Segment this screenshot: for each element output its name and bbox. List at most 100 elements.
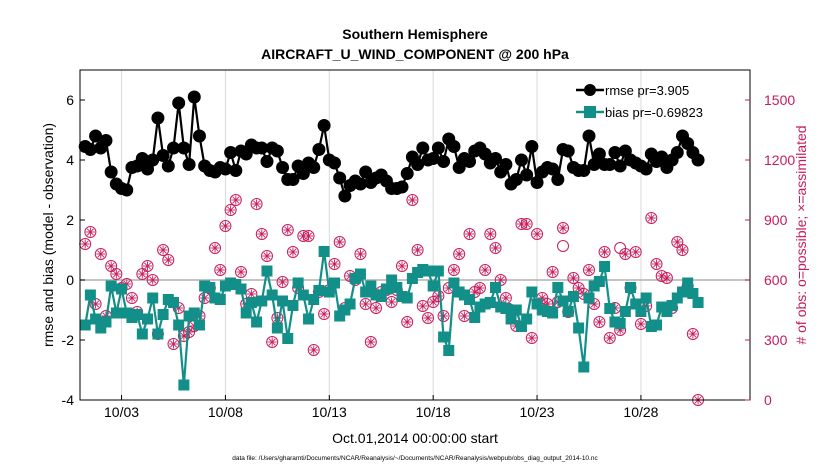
obs-circle	[489, 242, 502, 254]
bias-point	[614, 318, 626, 329]
rmse-point	[608, 146, 622, 159]
rmse-point	[286, 173, 300, 186]
obs-circle	[260, 250, 273, 262]
bias-point	[438, 331, 450, 343]
rmse-point	[317, 119, 331, 132]
obs-circle	[473, 282, 486, 294]
rmse-point	[489, 152, 503, 165]
obs-star-stroke	[232, 196, 240, 204]
obs-circle	[645, 212, 658, 224]
obs-possible-point	[557, 240, 570, 252]
obs-point	[219, 220, 232, 232]
y-tick-label-right: 0	[764, 392, 772, 408]
obs-point	[364, 336, 377, 348]
obs-circle	[582, 264, 595, 276]
rmse-point	[447, 140, 461, 153]
obs-star-stroke	[112, 270, 120, 278]
obs-circle	[401, 316, 414, 328]
rmse-point	[592, 147, 606, 161]
obs-point	[437, 310, 450, 322]
obs-star-stroke	[476, 284, 484, 292]
rmse-point	[177, 141, 191, 155]
obs-circle	[328, 258, 341, 270]
obs-star-stroke	[621, 250, 629, 258]
obs-star-stroke	[678, 246, 686, 254]
bias-point	[380, 283, 392, 295]
obs-star-stroke	[149, 276, 157, 284]
obs-star-stroke	[595, 318, 603, 326]
obs-point	[453, 248, 466, 260]
bias-point	[100, 316, 112, 328]
obs-star-stroke	[403, 318, 411, 326]
obs-point	[307, 344, 320, 356]
bias-point	[604, 303, 616, 314]
rmse-point	[587, 158, 601, 171]
bias-point	[318, 246, 330, 257]
rmse-point	[166, 141, 180, 155]
obs-star-stroke	[180, 332, 188, 340]
obs-circle	[286, 246, 299, 258]
obs-point	[141, 260, 154, 272]
rmse-point	[525, 140, 539, 153]
x-tick-label: 10/28	[623, 404, 658, 420]
bias-point	[339, 304, 351, 316]
obs-circle	[453, 248, 466, 260]
y-tick-label: 2	[66, 212, 74, 228]
bias-point	[401, 292, 413, 304]
obs-star-stroke	[216, 266, 224, 274]
rmse-point	[546, 162, 560, 176]
obs-point	[146, 274, 159, 286]
obs-point	[494, 274, 507, 286]
legend-bias-marker	[584, 106, 596, 118]
obs-point	[125, 292, 138, 304]
rmse-point	[89, 129, 103, 143]
obs-star-stroke	[492, 244, 500, 252]
bias-point	[630, 298, 642, 310]
bias-point	[505, 313, 517, 325]
x-axis-label: Oct.01,2014 00:00:00 start	[332, 430, 498, 446]
obs-circle	[447, 264, 460, 276]
obs-point	[650, 258, 663, 270]
rmse-point	[333, 171, 347, 185]
obs-star-stroke	[268, 338, 276, 346]
bias-point	[282, 333, 294, 344]
obs-circle	[167, 338, 180, 350]
rmse-point	[463, 155, 477, 168]
obs-point	[105, 260, 118, 272]
rmse-point	[182, 158, 196, 171]
obs-star-stroke	[590, 300, 598, 308]
obs-point	[157, 244, 170, 256]
bias-point	[583, 292, 595, 304]
obs-circle	[416, 300, 429, 312]
rmse-point	[218, 162, 232, 176]
obs-point	[396, 260, 409, 272]
obs-circle	[437, 310, 450, 322]
obs-point	[370, 302, 383, 314]
rmse-point	[613, 159, 627, 173]
y-axis-label: rmse and bias (model - observation)	[40, 123, 56, 347]
footnote: data file: /Users/gharamti/Documents/NCA…	[232, 455, 598, 462]
bias-point	[515, 321, 527, 332]
obs-circle	[307, 344, 320, 356]
rmse-point	[192, 129, 206, 143]
rmse-point	[431, 141, 445, 155]
y-tick-label: 0	[66, 272, 74, 288]
rmse-point	[312, 143, 326, 156]
rmse-point	[582, 129, 596, 143]
y-tick-label-right: 1500	[764, 92, 795, 108]
bias-point	[661, 306, 673, 317]
obs-possible-point	[614, 242, 627, 254]
obs-star-stroke	[336, 238, 344, 246]
obs-circle	[255, 228, 268, 240]
obs-star-stroke	[362, 300, 370, 308]
obs-star-stroke	[247, 290, 255, 298]
obs-point	[359, 298, 372, 310]
bias-point	[625, 282, 637, 293]
obs-circle	[598, 246, 611, 258]
bias-point	[692, 297, 704, 308]
y-tick-label-right: 1200	[764, 152, 795, 168]
bias-point	[531, 298, 543, 310]
bias-point	[375, 291, 387, 302]
y-axis-label-right: # of obs: o=possible; ×=assimilated	[793, 125, 809, 344]
